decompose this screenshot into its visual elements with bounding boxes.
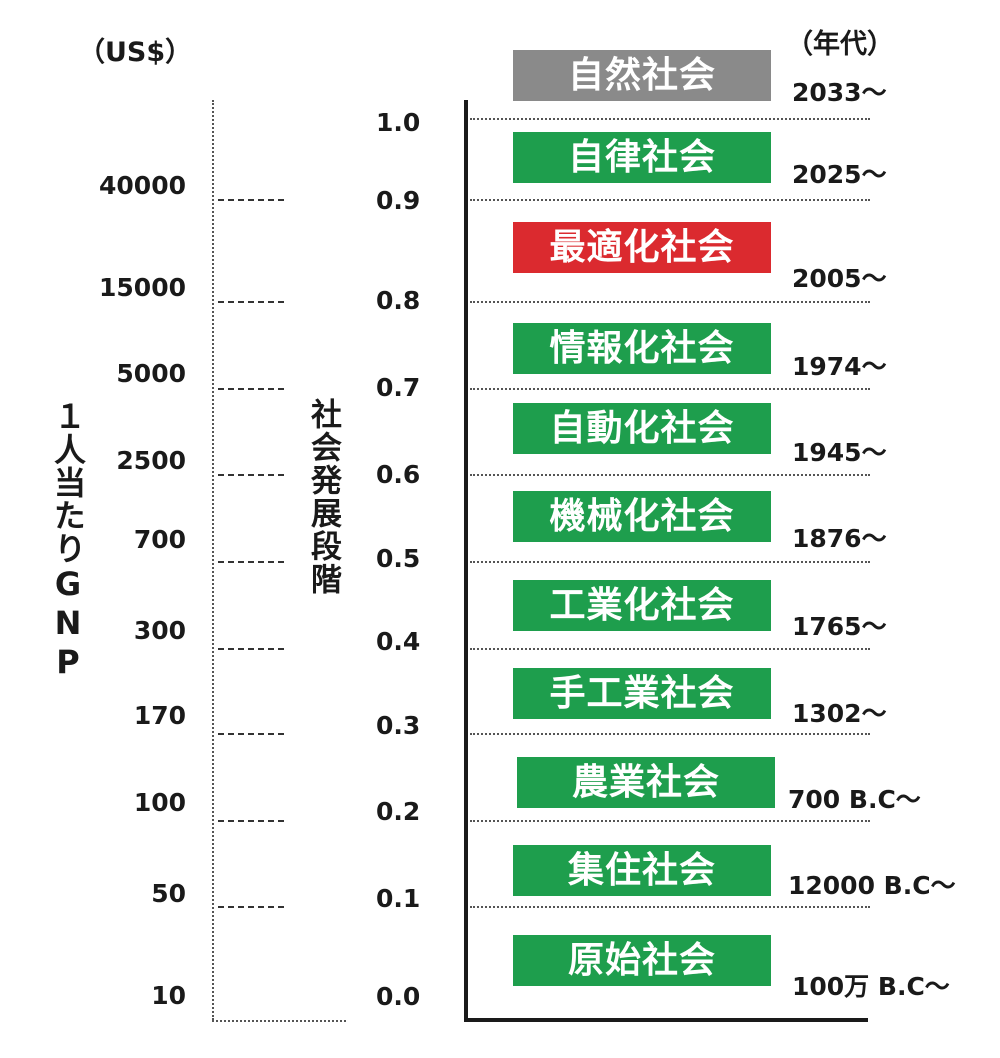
society-box-agricultural: 農業社会 (517, 757, 775, 808)
gnp-axis-baseline (212, 1020, 346, 1022)
level-line (470, 906, 870, 908)
gnp-tick (218, 648, 284, 650)
society-box-autonomous: 自律社会 (513, 132, 771, 183)
gnp-value: 15000 (99, 273, 186, 302)
society-box-handicraft: 手工業社会 (513, 668, 771, 719)
society-box-industrialization: 工業化社会 (513, 580, 771, 631)
society-box-optimization: 最適化社会 (513, 222, 771, 273)
stage-value: 0.2 (376, 797, 421, 826)
gnp-value: 100 (133, 788, 186, 817)
gnp-axis-title: １人当たりGNP (49, 400, 87, 682)
gnp-tick (218, 388, 284, 390)
era-value: 2033～ (792, 78, 887, 107)
level-line (470, 199, 870, 201)
stage-value: 0.9 (376, 186, 421, 215)
society-box-primitive: 原始社会 (513, 935, 771, 986)
era-value: 1974～ (792, 352, 887, 381)
era-value: 1945～ (792, 438, 887, 467)
stage-value: 1.0 (376, 108, 421, 137)
era-value: 1302～ (792, 699, 887, 728)
stage-value: 0.5 (376, 544, 421, 573)
era-value: 1876～ (792, 524, 887, 553)
society-box-automation: 自動化社会 (513, 403, 771, 454)
gnp-tick (218, 301, 284, 303)
gnp-value: 170 (133, 701, 186, 730)
stage-axis-baseline (464, 1018, 868, 1022)
level-line (470, 388, 870, 390)
gnp-value: 40000 (99, 171, 186, 200)
level-line (470, 648, 870, 650)
level-line (470, 118, 870, 120)
stage-value: 0.0 (376, 982, 421, 1011)
gnp-value: 300 (133, 616, 186, 645)
society-box-settlement: 集住社会 (513, 845, 771, 896)
stage-value: 0.3 (376, 711, 421, 740)
era-value: 2005～ (792, 264, 887, 293)
era-value: 1765～ (792, 612, 887, 641)
gnp-value: 700 (133, 525, 186, 554)
gnp-value: 2500 (116, 446, 186, 475)
level-line (470, 733, 870, 735)
stage-value: 0.8 (376, 286, 421, 315)
level-line (470, 820, 870, 822)
gnp-value: 10 (151, 981, 186, 1010)
gnp-tick (218, 561, 284, 563)
gnp-unit-label: （US$） (78, 37, 193, 68)
stage-axis-title: 社会発展段階 (305, 398, 341, 596)
era-value: 100万 B.C～ (792, 972, 950, 1001)
gnp-tick (218, 820, 284, 822)
gnp-tick (218, 199, 284, 201)
era-value: 700 B.C～ (788, 785, 921, 814)
level-line (470, 301, 870, 303)
stage-axis-line (464, 100, 468, 1022)
level-line (470, 561, 870, 563)
society-box-natural: 自然社会 (513, 50, 771, 101)
era-value: 2025～ (792, 160, 887, 189)
society-box-mechanization: 機械化社会 (513, 491, 771, 542)
gnp-tick (218, 733, 284, 735)
era-value: 12000 B.C～ (788, 871, 956, 900)
gnp-value: 5000 (116, 359, 186, 388)
stage-value: 0.1 (376, 884, 421, 913)
stage-value: 0.4 (376, 627, 421, 656)
gnp-axis-line (212, 100, 214, 1020)
gnp-tick (218, 906, 284, 908)
society-box-information: 情報化社会 (513, 323, 771, 374)
gnp-tick (218, 474, 284, 476)
gnp-value: 50 (151, 879, 186, 908)
stage-value: 0.6 (376, 460, 421, 489)
level-line (470, 474, 870, 476)
era-unit-label: （年代） (786, 29, 894, 60)
stage-value: 0.7 (376, 373, 421, 402)
